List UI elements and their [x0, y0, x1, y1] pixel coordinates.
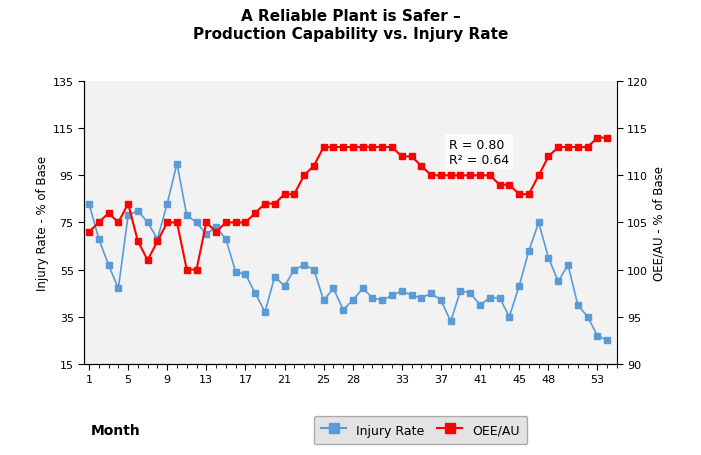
Injury Rate	[407, 293, 416, 298]
Injury Rate	[447, 319, 455, 324]
Text: A Reliable Plant is Safer –
Production Capability vs. Injury Rate: A Reliable Plant is Safer – Production C…	[193, 9, 508, 41]
OEE/AU	[182, 267, 191, 273]
Text: R = 0.80
R² = 0.64: R = 0.80 R² = 0.64	[449, 138, 509, 166]
OEE/AU	[397, 154, 406, 160]
OEE/AU	[290, 192, 299, 197]
Injury Rate	[182, 213, 191, 218]
OEE/AU	[603, 136, 611, 141]
Line: Injury Rate: Injury Rate	[86, 162, 610, 343]
OEE/AU	[172, 220, 181, 226]
Text: Month: Month	[91, 423, 141, 437]
OEE/AU	[378, 145, 386, 151]
OEE/AU	[85, 230, 93, 235]
Injury Rate	[85, 202, 93, 207]
Injury Rate	[397, 288, 406, 294]
OEE/AU	[407, 154, 416, 160]
Injury Rate	[290, 267, 299, 273]
Y-axis label: Injury Rate - % of Base: Injury Rate - % of Base	[36, 156, 48, 290]
Y-axis label: OEE/AU - % of Base: OEE/AU - % of Base	[653, 166, 665, 280]
OEE/AU	[447, 173, 455, 179]
Injury Rate	[172, 162, 181, 167]
Legend: Injury Rate, OEE/AU: Injury Rate, OEE/AU	[314, 416, 527, 444]
Line: OEE/AU: OEE/AU	[86, 136, 610, 273]
OEE/AU	[593, 136, 601, 141]
Injury Rate	[378, 298, 386, 303]
Injury Rate	[603, 338, 611, 343]
